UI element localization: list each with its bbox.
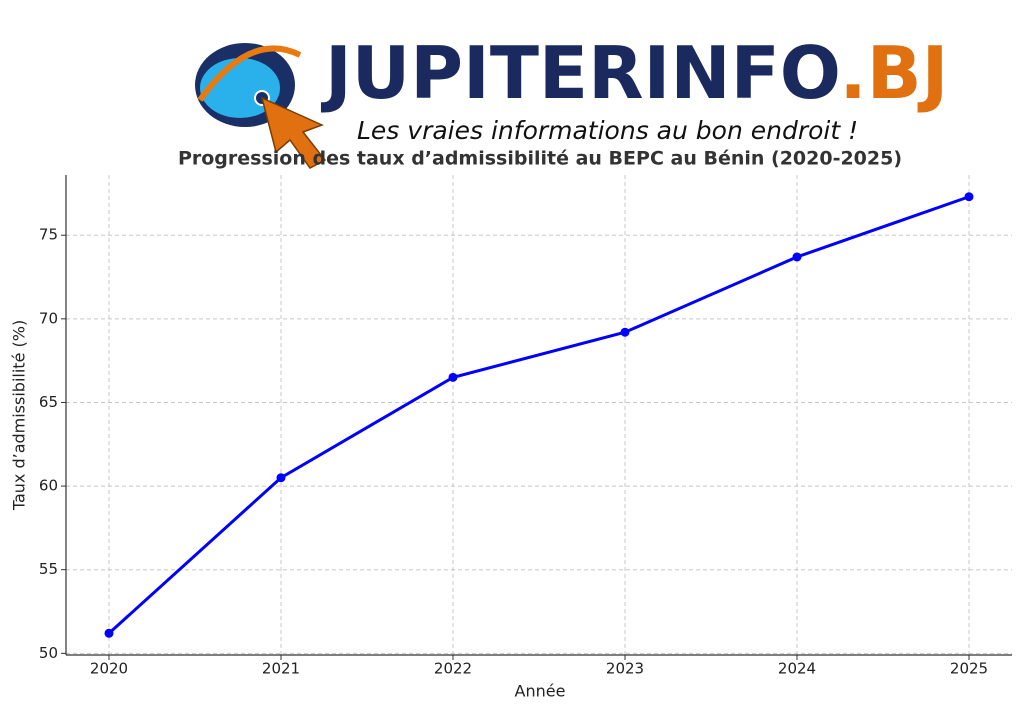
logo-domain: .BJ: [839, 31, 948, 115]
data-line: [107, 195, 970, 635]
y-tick-label: 55: [39, 560, 58, 578]
data-point: [964, 192, 974, 202]
y-tick-label: 75: [39, 226, 58, 244]
y-axis-label: Taux d’admissibilité (%): [10, 320, 29, 511]
data-point: [620, 327, 630, 337]
logo-name-text: JUPITERINFO: [320, 31, 839, 115]
logo-tagline: Les vraies informations au bon endroit !: [357, 116, 858, 145]
logo-cursor: [260, 96, 327, 169]
x-axis-label: Année: [515, 682, 566, 701]
y-tick-label: 70: [39, 309, 58, 327]
x-tick-label: 2021: [262, 660, 300, 678]
y-tick-label: 60: [39, 477, 58, 495]
x-tick-label: 2022: [434, 660, 472, 678]
y-tick-label: 65: [39, 393, 58, 411]
x-tick-label: 2023: [606, 660, 644, 678]
data-point: [448, 372, 458, 382]
data-point: [792, 252, 802, 262]
logo-orbit: [197, 45, 302, 102]
x-tick-label: 2024: [778, 660, 816, 678]
y-tick-label: 50: [39, 644, 58, 662]
logo-name: JUPITERINFO.BJ: [320, 31, 948, 115]
x-tick-label: 2020: [90, 660, 128, 678]
logo: JUPITERINFO.BJ Les vraies informations a…: [195, 31, 948, 169]
data-point: [104, 628, 114, 638]
chart-title: Progression des taux d’admissibilité au …: [178, 148, 902, 170]
x-tick-label: 2025: [950, 660, 988, 678]
data-point: [276, 473, 286, 483]
